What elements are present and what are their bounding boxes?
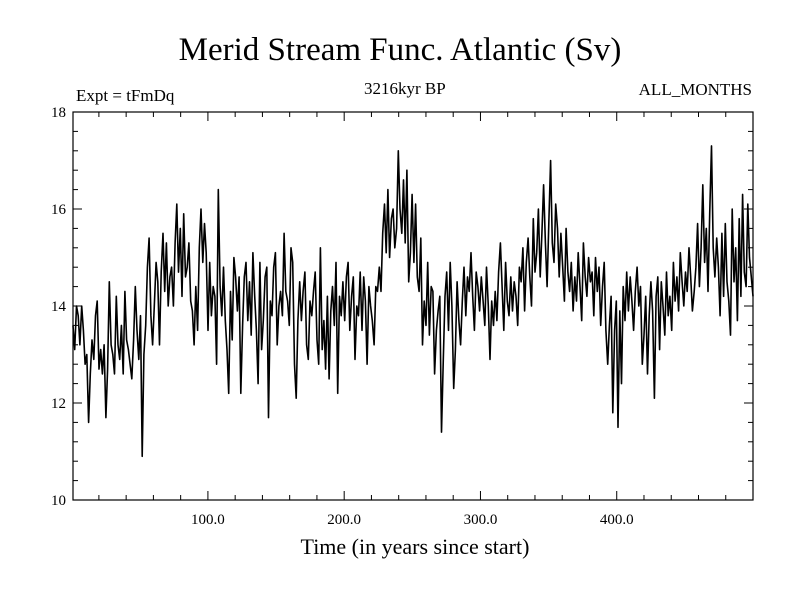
months-label: ALL_MONTHS — [638, 80, 752, 99]
y-tick-label: 16 — [51, 202, 67, 218]
x-tick-label: 200.0 — [327, 512, 361, 528]
x-tick-label: 400.0 — [600, 512, 634, 528]
y-tick-label: 10 — [51, 493, 66, 509]
axis-ticks — [73, 112, 753, 500]
x-axis-label: Time (in years since start) — [300, 534, 530, 559]
plot-frame — [72, 111, 754, 501]
x-tick-label: 100.0 — [191, 512, 225, 528]
period-label: 3216kyr BP — [364, 79, 446, 98]
y-tick-label: 12 — [51, 396, 66, 412]
chart-title: Merid Stream Func. Atlantic (Sv) — [178, 32, 622, 68]
y-tick-label: 18 — [51, 105, 66, 121]
experiment-label: Expt = tFmDq — [76, 86, 175, 105]
series-line — [72, 145, 754, 458]
axis-tick-labels: 100.0 200.0 300.0 400.0 10 12 14 16 18 — [51, 105, 634, 528]
y-tick-label: 14 — [51, 299, 67, 315]
x-tick-label: 300.0 — [464, 512, 498, 528]
